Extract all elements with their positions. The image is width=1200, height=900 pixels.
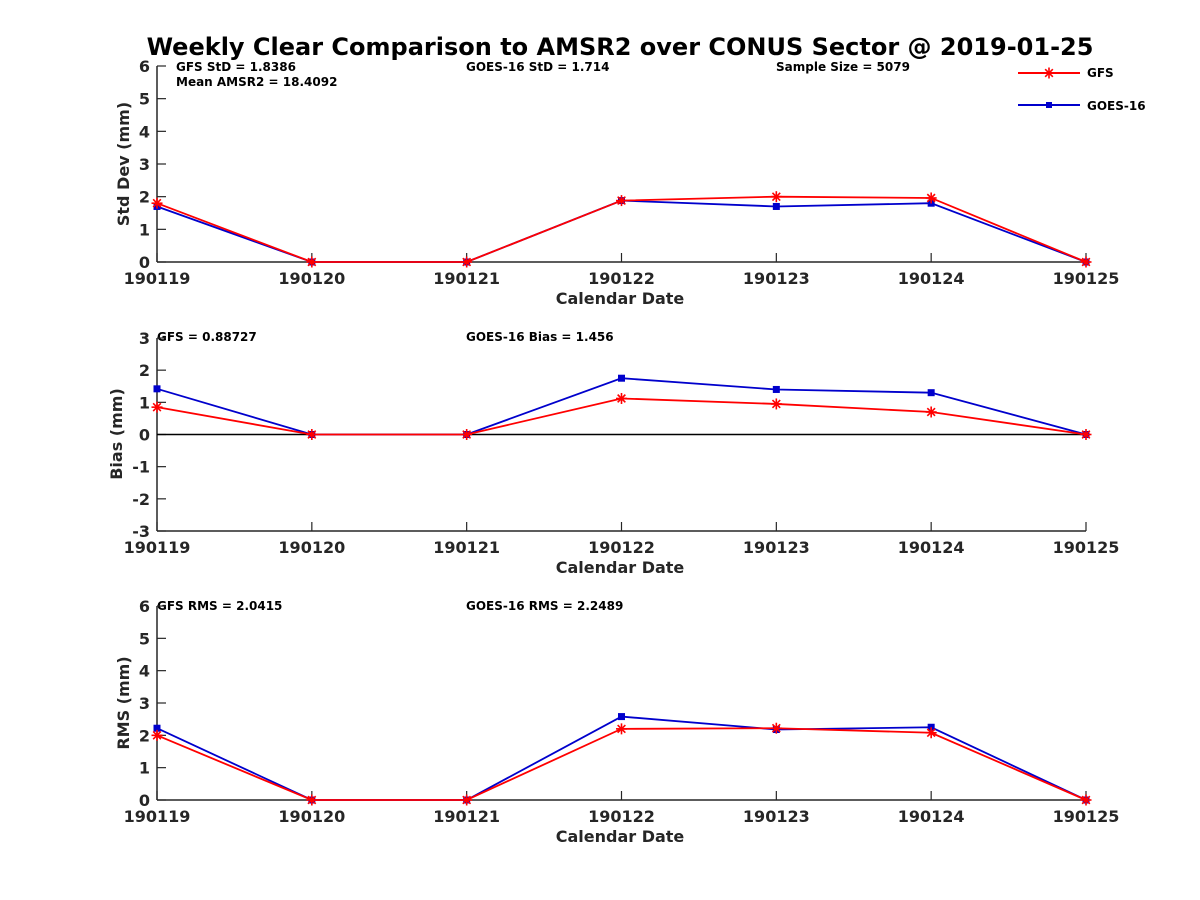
data-point-gfs [461, 794, 473, 806]
y-tick-label: 2 [139, 188, 150, 207]
series-line-goes16 [156, 377, 1087, 436]
data-point-gfs [1080, 794, 1092, 806]
legend-label-goes16: GOES-16 [1087, 99, 1146, 113]
y-axis-label: Std Dev (mm) [114, 102, 133, 226]
data-point-gfs [151, 197, 163, 209]
x-tick-label: 190122 [588, 538, 655, 557]
y-tick-label: 5 [139, 629, 150, 648]
y-tick-label: 5 [139, 90, 150, 109]
annotation-goes16-rms: GOES-16 RMS = 2.2489 [466, 599, 623, 613]
y-tick-label: 3 [139, 694, 150, 713]
data-point-gfs [770, 398, 782, 410]
x-tick-label: 190122 [588, 807, 655, 826]
x-tick-label: 190123 [743, 269, 810, 288]
x-tick-label: 190124 [898, 269, 965, 288]
y-axis-label: RMS (mm) [114, 656, 133, 749]
y-tick-label: 4 [139, 662, 150, 681]
data-point-goes16 [772, 202, 780, 210]
data-point-gfs [461, 429, 473, 440]
x-tick-label: 190125 [1053, 269, 1120, 288]
x-tick-label: 190119 [124, 807, 191, 826]
y-tick-label: 3 [139, 155, 150, 174]
series-line-gfs [156, 195, 1087, 263]
y-tick-label: 6 [139, 57, 150, 76]
x-tick-label: 190120 [278, 269, 345, 288]
data-point-gfs [925, 406, 937, 418]
legend: GFS GOES-16 [1018, 66, 1146, 113]
x-tick-label: 190122 [588, 269, 655, 288]
data-point-gfs [151, 729, 163, 741]
data-point-gfs [306, 429, 318, 440]
y-tick-label: 2 [139, 726, 150, 745]
annotation-goes16-bias: GOES-16 Bias = 1.456 [466, 330, 614, 344]
legend-marker-goes16 [1046, 102, 1052, 108]
annotation-goes16-std: GOES-16 StD = 1.714 [466, 60, 609, 74]
series-line-gfs [156, 727, 1087, 801]
y-axis-label: Bias (mm) [107, 388, 126, 480]
y-tick-label: 0 [139, 791, 150, 810]
x-tick-label: 190123 [743, 538, 810, 557]
data-point-goes16 [618, 374, 625, 382]
y-tick-label: -1 [132, 458, 150, 477]
annotation-gfs-rms: GFS RMS = 2.0415 [157, 599, 282, 613]
data-point-gfs [306, 794, 318, 806]
y-tick-label: 0 [139, 253, 150, 272]
legend-label-gfs: GFS [1087, 66, 1114, 80]
data-point-goes16 [772, 385, 780, 393]
y-tick-label: 3 [139, 329, 150, 348]
legend-asterisk-gfs [1043, 67, 1055, 79]
data-point-goes16 [153, 385, 161, 393]
y-tick-label: 6 [139, 597, 150, 616]
data-point-goes16 [153, 724, 161, 732]
chart-title: Weekly Clear Comparison to AMSR2 over CO… [147, 33, 1094, 61]
y-tick-label: 1 [139, 759, 150, 778]
x-tick-label: 190120 [278, 538, 345, 557]
y-tick-label: 0 [139, 426, 150, 445]
annotation-sample-size: Sample Size = 5079 [776, 60, 910, 74]
x-tick-label: 190124 [898, 538, 965, 557]
x-tick-label: 190125 [1053, 807, 1120, 826]
std-dev-panel: GFS StD = 1.8386 Mean AMSR2 = 18.4092 GO… [114, 57, 1119, 308]
data-point-gfs [616, 195, 627, 207]
data-point-goes16 [618, 713, 625, 721]
series-line-goes16 [156, 199, 1087, 263]
x-tick-label: 190119 [124, 269, 191, 288]
annotation-gfs-bias: GFS = 0.88727 [157, 330, 257, 344]
data-point-gfs [770, 722, 782, 734]
x-tick-label: 190123 [743, 807, 810, 826]
y-tick-label: 1 [139, 220, 150, 239]
data-point-goes16 [927, 389, 935, 397]
x-tick-label: 190120 [278, 807, 345, 826]
x-axis-label: Calendar Date [556, 289, 685, 308]
x-tick-label: 190121 [433, 807, 500, 826]
data-point-gfs [1080, 429, 1092, 440]
legend-marker-gfs [1043, 67, 1055, 79]
x-axis-label: Calendar Date [556, 558, 685, 577]
data-point-gfs [1080, 256, 1092, 268]
y-tick-label: -2 [132, 490, 150, 509]
annotation-gfs-std: GFS StD = 1.8386 [176, 60, 296, 74]
rms-panel: GFS RMS = 2.0415 GOES-16 RMS = 2.2489 Ca… [114, 597, 1119, 846]
x-tick-label: 190121 [433, 538, 500, 557]
data-point-gfs [770, 191, 782, 203]
data-point-gfs [925, 727, 937, 739]
data-point-gfs [151, 401, 163, 413]
data-point-gfs [925, 192, 937, 204]
x-tick-label: 190125 [1053, 538, 1120, 557]
y-tick-label: 2 [139, 361, 150, 380]
y-tick-label: -3 [132, 522, 150, 541]
data-point-gfs [616, 392, 627, 404]
data-point-gfs [306, 256, 318, 268]
x-axis-label: Calendar Date [556, 827, 685, 846]
y-tick-label: 4 [139, 122, 150, 141]
annotation-mean-amsr2: Mean AMSR2 = 18.4092 [176, 75, 337, 89]
x-tick-label: 190119 [124, 538, 191, 557]
y-tick-label: 1 [139, 393, 150, 412]
bias-panel: GFS = 0.88727 GOES-16 Bias = 1.456 Calen… [107, 329, 1119, 577]
x-tick-label: 190124 [898, 807, 965, 826]
data-point-gfs [616, 723, 627, 735]
x-tick-label: 190121 [433, 269, 500, 288]
data-point-gfs [461, 256, 473, 268]
